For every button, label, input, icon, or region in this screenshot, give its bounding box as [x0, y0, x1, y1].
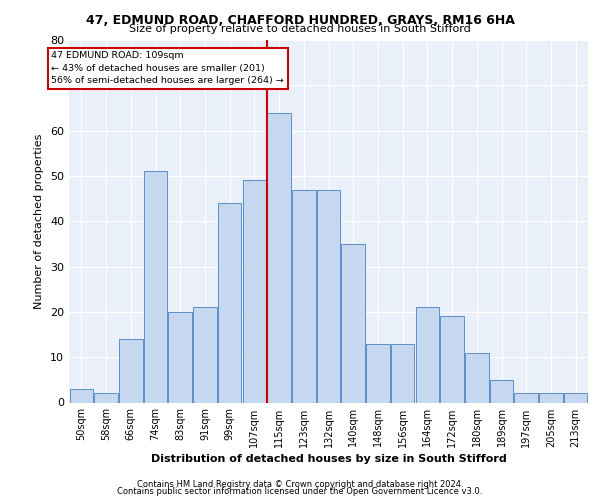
Bar	[391, 344, 415, 402]
Bar	[144, 172, 167, 402]
Text: Contains public sector information licensed under the Open Government Licence v3: Contains public sector information licen…	[118, 487, 482, 496]
Text: Size of property relative to detached houses in South Stifford: Size of property relative to detached ho…	[129, 24, 471, 34]
Bar	[440, 316, 464, 402]
Bar	[70, 389, 93, 402]
Text: 47, EDMUND ROAD, CHAFFORD HUNDRED, GRAYS, RM16 6HA: 47, EDMUND ROAD, CHAFFORD HUNDRED, GRAYS…	[86, 14, 514, 27]
Bar	[94, 394, 118, 402]
Bar	[193, 308, 217, 402]
Bar	[539, 394, 563, 402]
Bar	[169, 312, 192, 402]
Bar	[268, 112, 291, 403]
Bar	[490, 380, 513, 402]
Bar	[564, 394, 587, 402]
Bar	[416, 308, 439, 402]
Bar	[119, 339, 143, 402]
X-axis label: Distribution of detached houses by size in South Stifford: Distribution of detached houses by size …	[151, 454, 506, 464]
Bar	[341, 244, 365, 402]
Bar	[514, 394, 538, 402]
Bar	[465, 352, 488, 403]
Bar	[366, 344, 389, 402]
Bar	[317, 190, 340, 402]
Bar	[218, 203, 241, 402]
Text: Contains HM Land Registry data © Crown copyright and database right 2024.: Contains HM Land Registry data © Crown c…	[137, 480, 463, 489]
Bar	[242, 180, 266, 402]
Y-axis label: Number of detached properties: Number of detached properties	[34, 134, 44, 309]
Bar	[292, 190, 316, 402]
Text: 47 EDMUND ROAD: 109sqm
← 43% of detached houses are smaller (201)
56% of semi-de: 47 EDMUND ROAD: 109sqm ← 43% of detached…	[52, 52, 284, 86]
